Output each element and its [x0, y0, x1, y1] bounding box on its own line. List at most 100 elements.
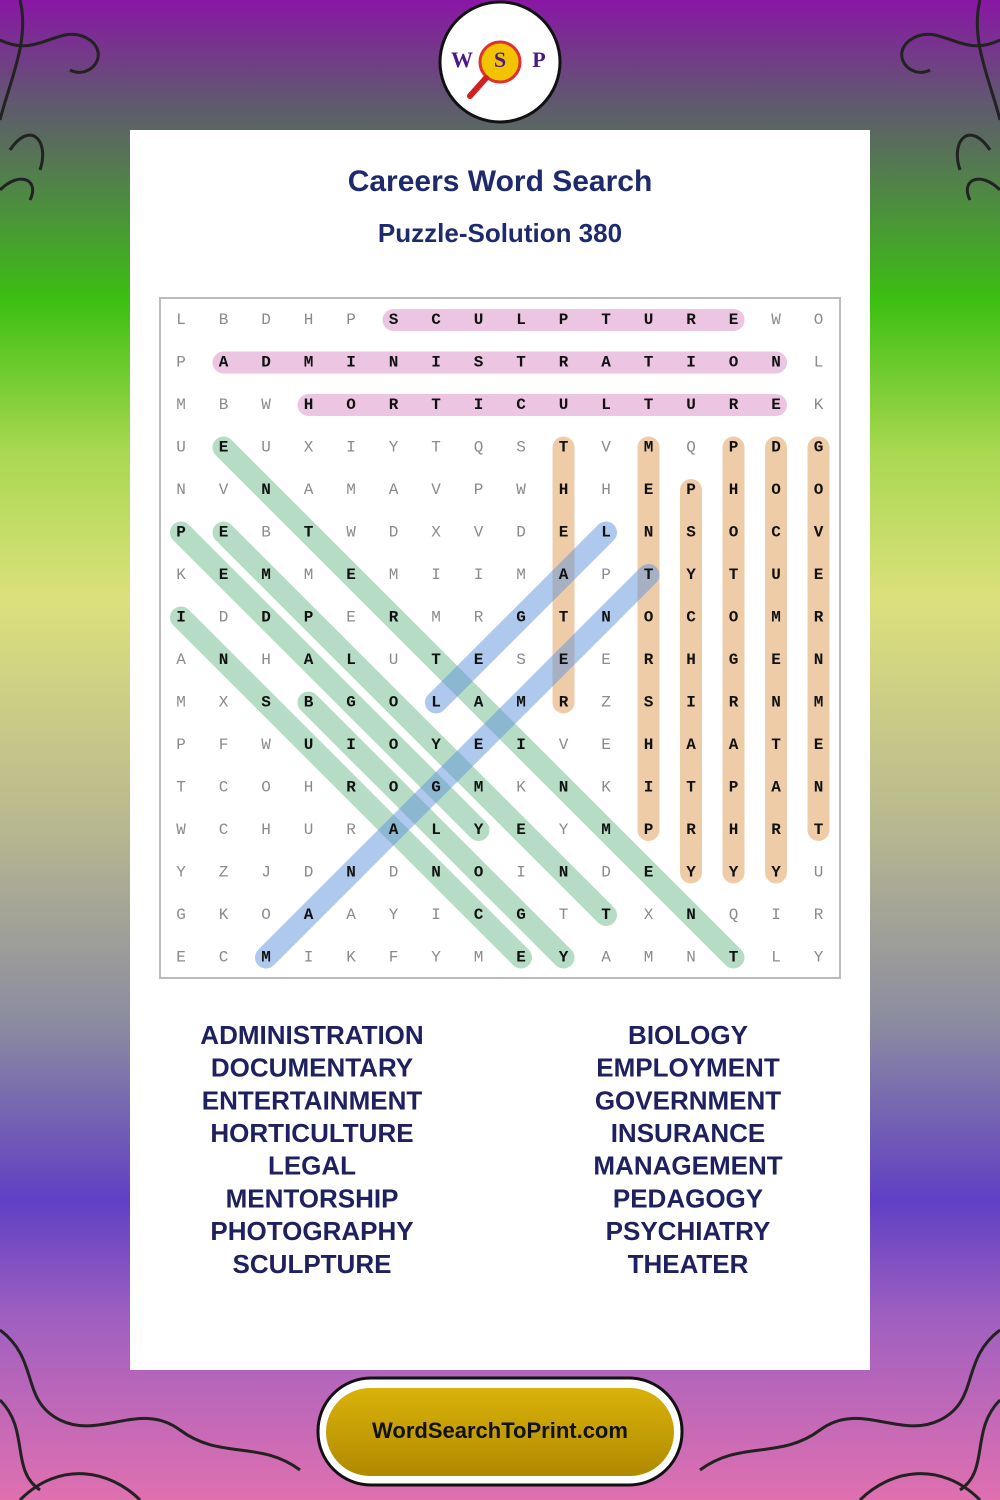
grid-letter: P	[176, 524, 186, 542]
grid-letter: R	[814, 609, 824, 627]
grid-letter: K	[219, 906, 229, 924]
grid-letter: H	[644, 736, 654, 754]
grid-letter: T	[559, 439, 569, 457]
grid-letter: V	[814, 524, 824, 542]
grid-letter: B	[261, 524, 271, 542]
grid-letter: L	[431, 821, 441, 839]
grid-letter: L	[176, 311, 186, 329]
grid-letter: N	[559, 864, 569, 882]
grid-letter: H	[304, 311, 314, 329]
grid-letter: N	[431, 864, 441, 882]
grid-letter: P	[729, 779, 739, 797]
logo-letter: P	[532, 47, 545, 72]
logo-lens	[478, 40, 522, 84]
grid-letter: U	[814, 864, 824, 882]
grid-letter: E	[516, 821, 526, 839]
grid-letter: Y	[176, 864, 186, 882]
grid-letter: I	[176, 609, 186, 627]
grid-letter: C	[686, 609, 696, 627]
grid-letter: L	[814, 354, 824, 372]
grid-letter: O	[814, 481, 824, 499]
grid-letter: M	[601, 821, 611, 839]
highlight	[425, 521, 617, 714]
grid-letter: E	[601, 651, 611, 669]
grid-letter: K	[516, 779, 526, 797]
grid-letter: R	[644, 651, 654, 669]
grid-letter: S	[644, 694, 654, 712]
grid-letter: G	[814, 439, 824, 457]
highlight	[255, 564, 660, 969]
grid-letter: M	[516, 694, 526, 712]
word-list-item: SCULPTURE	[233, 1249, 392, 1279]
grid-letter: O	[729, 609, 739, 627]
grid-letter: O	[389, 779, 399, 797]
grid-letter: O	[729, 524, 739, 542]
word-list-item: ENTERTAINMENT	[202, 1085, 423, 1115]
grid-letter: E	[644, 864, 654, 882]
word-list-item: DOCUMENTARY	[211, 1053, 413, 1083]
grid-letter: D	[601, 864, 611, 882]
grid-letter: E	[644, 481, 654, 499]
grid-letter: B	[219, 396, 229, 414]
grid-letter: G	[729, 651, 739, 669]
grid-letter: U	[559, 396, 569, 414]
grid-letter: M	[771, 609, 781, 627]
grid-letter: X	[219, 694, 229, 712]
grid-letter: D	[304, 864, 314, 882]
grid-letter: D	[261, 354, 271, 372]
highlight	[212, 521, 617, 926]
grid-letter: U	[771, 566, 781, 584]
grid-letter: D	[516, 524, 526, 542]
grid-letter: M	[431, 609, 441, 627]
grid-letter: E	[559, 651, 569, 669]
grid-letter: P	[686, 481, 696, 499]
subtitle: Puzzle-Solution 380	[378, 218, 622, 248]
grid-letter: H	[729, 481, 739, 499]
grid-letter: O	[346, 396, 356, 414]
grid-letter: T	[644, 566, 654, 584]
grid-letter: S	[474, 354, 484, 372]
grid-letter: N	[814, 779, 824, 797]
grid-letter: U	[176, 439, 186, 457]
grid-letter: Y	[431, 949, 441, 967]
grid-letter: Q	[686, 439, 696, 457]
grid-letter: D	[261, 311, 271, 329]
grid-letter: E	[219, 439, 229, 457]
grid-letter: R	[814, 906, 824, 924]
grid-letter: A	[474, 694, 484, 712]
grid-letter: F	[219, 736, 229, 754]
grid-letter: I	[516, 864, 526, 882]
grid-letter: N	[389, 354, 399, 372]
highlight	[297, 691, 575, 969]
grid-letter: N	[771, 694, 781, 712]
highlight	[170, 606, 532, 969]
grid-letter: W	[771, 311, 781, 329]
grid-letter: T	[686, 779, 696, 797]
grid-letter: R	[771, 821, 781, 839]
grid-letter: Q	[729, 906, 739, 924]
grid-letter: M	[474, 779, 484, 797]
grid-letter: L	[346, 651, 356, 669]
grid-letter: L	[431, 694, 441, 712]
word-list-item: BIOLOGY	[628, 1020, 748, 1050]
grid-letter: I	[431, 354, 441, 372]
grid-letter: P	[176, 354, 186, 372]
grid-letter: S	[516, 439, 526, 457]
grid-letter: I	[516, 736, 526, 754]
grid-letter: I	[346, 354, 356, 372]
grid-letter: I	[771, 906, 781, 924]
word-list-item: EMPLOYMENT	[596, 1053, 780, 1083]
grid-letter: D	[389, 864, 399, 882]
logo-letter: W	[451, 47, 473, 72]
grid-letter: I	[304, 949, 314, 967]
grid-letter: M	[516, 566, 526, 584]
grid-letter: C	[771, 524, 781, 542]
word-list-item: LEGAL	[268, 1151, 356, 1181]
grid-letter: M	[644, 949, 654, 967]
grid-letter: Y	[474, 821, 484, 839]
word-list: ADMINISTRATIONDOCUMENTARYENTERTAINMENTHO…	[200, 1020, 782, 1279]
grid-letter: C	[474, 906, 484, 924]
grid-letter: O	[389, 736, 399, 754]
grid-letter: W	[176, 821, 186, 839]
